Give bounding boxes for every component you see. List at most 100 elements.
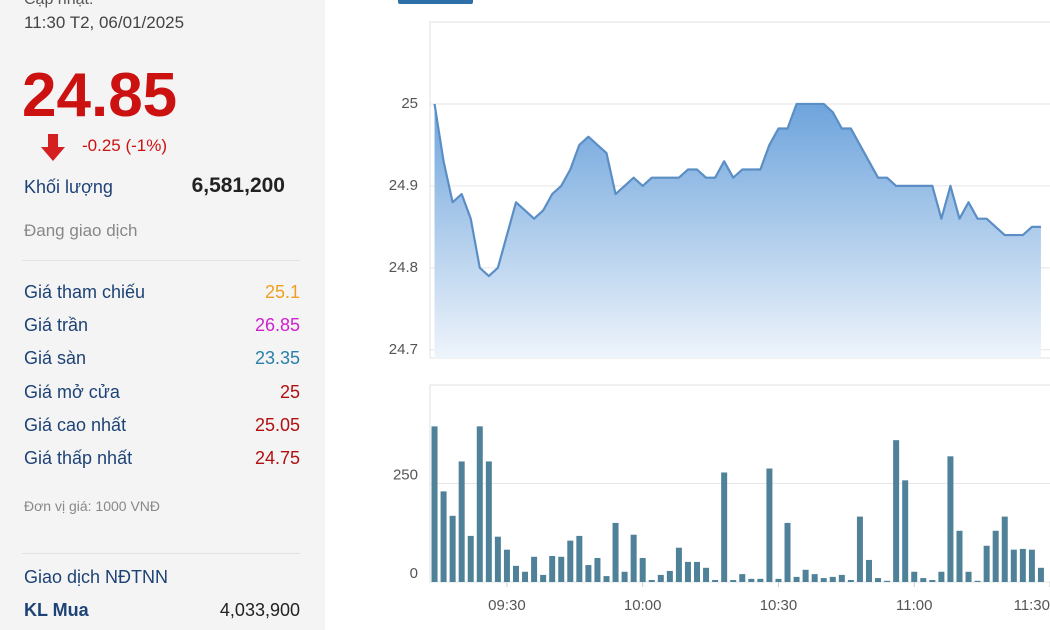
volume-bar (974, 580, 981, 582)
volume-bar (920, 578, 927, 582)
volume-bar (1037, 567, 1044, 582)
volume-bar (893, 440, 900, 582)
foreign-buy: 4,033,900 (219, 600, 300, 620)
volume-bar (703, 567, 710, 582)
volume-bar (784, 522, 791, 582)
row-value: 26.85 (254, 315, 300, 336)
volume-bar (1019, 548, 1026, 582)
volume-bar (540, 574, 547, 582)
volume-bar (929, 580, 936, 582)
row-value: 24.75 (254, 448, 300, 468)
volume-bar (440, 491, 447, 582)
x-tick-label: 10:00 (624, 597, 662, 614)
y-tick-label: 24.8 (389, 259, 418, 276)
volume-bar (856, 516, 863, 582)
volume-bar (811, 574, 818, 582)
volume-bar (621, 571, 628, 582)
volume-bar (739, 574, 746, 582)
y-tick-label: 250 (393, 466, 418, 483)
volume-bar (1028, 549, 1035, 582)
volume-bar (503, 549, 510, 582)
volume-bar (675, 547, 682, 582)
divider (22, 260, 300, 261)
foreign-title: Giao dịch NĐTNN (24, 567, 169, 587)
volume-bar (902, 480, 909, 582)
volume-bar (721, 472, 728, 582)
y-tick-label: 0 (410, 565, 418, 582)
volume-bar (449, 515, 456, 582)
volume-bar (938, 571, 945, 582)
x-tick-label: 11:30 (1014, 597, 1050, 614)
update-time: 11:30 T2, 06/01/2025 (24, 13, 185, 32)
row-value: 23.35 (254, 348, 300, 369)
y-tick-label: 24.7 (389, 341, 418, 358)
volume-bar (576, 535, 583, 582)
volume-bar (522, 571, 529, 582)
volume-bar (684, 561, 691, 582)
volume-bar (992, 530, 999, 582)
update-label: Cập nhật: (24, 0, 93, 9)
volume-bar (956, 530, 963, 582)
x-tick-label: 11:00 (896, 597, 932, 614)
volume-bar (875, 578, 882, 582)
volume-bar (531, 556, 538, 582)
volume-bar (585, 565, 592, 582)
volume-bar (567, 540, 574, 582)
price-area (434, 103, 1041, 358)
row-label: Giá cao nhất (24, 414, 127, 435)
volume-bar (748, 578, 755, 582)
y-tick-label: 24.9 (389, 177, 418, 194)
volume-bar (612, 522, 619, 582)
volume-bar (1010, 549, 1017, 582)
volume-bar (648, 580, 655, 582)
info-panel: Cập nhật: 11:30 T2, 06/01/2025 24.85 -0.… (0, 0, 325, 630)
row-label: Giá trần (24, 315, 89, 336)
volume-bar (911, 571, 918, 582)
volume-bar (512, 565, 519, 582)
price-line (433, 102, 1041, 278)
volume-bar (965, 571, 972, 582)
volume-bar (549, 555, 556, 582)
volume-bar (802, 569, 809, 582)
volume-bar (603, 576, 610, 582)
x-tick-label: 10:30 (760, 597, 798, 614)
volume-bar (947, 456, 954, 582)
volume-bar (757, 578, 764, 582)
y-tick-label: 25 (401, 95, 418, 112)
volume-bar (494, 536, 501, 582)
unit-note: Đơn vị giá: 1000 VNĐ (24, 498, 161, 514)
row-value: 25.05 (254, 414, 300, 435)
volume: 6,581,200 (191, 174, 285, 197)
price-change: -0.25 (-1%) (82, 136, 168, 155)
volume-bar (694, 561, 701, 582)
row-value: 25 (279, 381, 300, 402)
volume-bar (838, 574, 845, 582)
volume-bar (458, 461, 465, 582)
volume-bar (630, 534, 637, 582)
volume-label: Khối lượng (24, 177, 113, 197)
x-tick-label: 09:30 (488, 597, 526, 614)
volume-bar (730, 580, 737, 582)
status: Đang giao dịch (24, 221, 138, 240)
price: 24.85 (22, 61, 178, 130)
volume-bar (766, 468, 773, 582)
volume-bar (431, 426, 438, 582)
volume-bar (829, 576, 836, 582)
volume-bar (1001, 516, 1008, 582)
volume-bar (485, 461, 492, 582)
volume-bar (983, 545, 990, 582)
divider (22, 553, 300, 554)
volume-bar (712, 580, 719, 582)
volume-bar (847, 580, 854, 582)
volume-bar (775, 578, 782, 582)
volume-bar (666, 570, 673, 582)
row-label: Giá thấp nhất (24, 448, 133, 468)
volume-bar (820, 578, 827, 582)
volume-bar (467, 535, 474, 582)
foreign-buy-label: KL Mua (24, 600, 89, 620)
down-arrow (41, 134, 65, 161)
row-label: Giá mở cửa (24, 381, 120, 402)
row-label: Giá tham chiếu (24, 282, 146, 302)
volume-bar (793, 576, 800, 582)
